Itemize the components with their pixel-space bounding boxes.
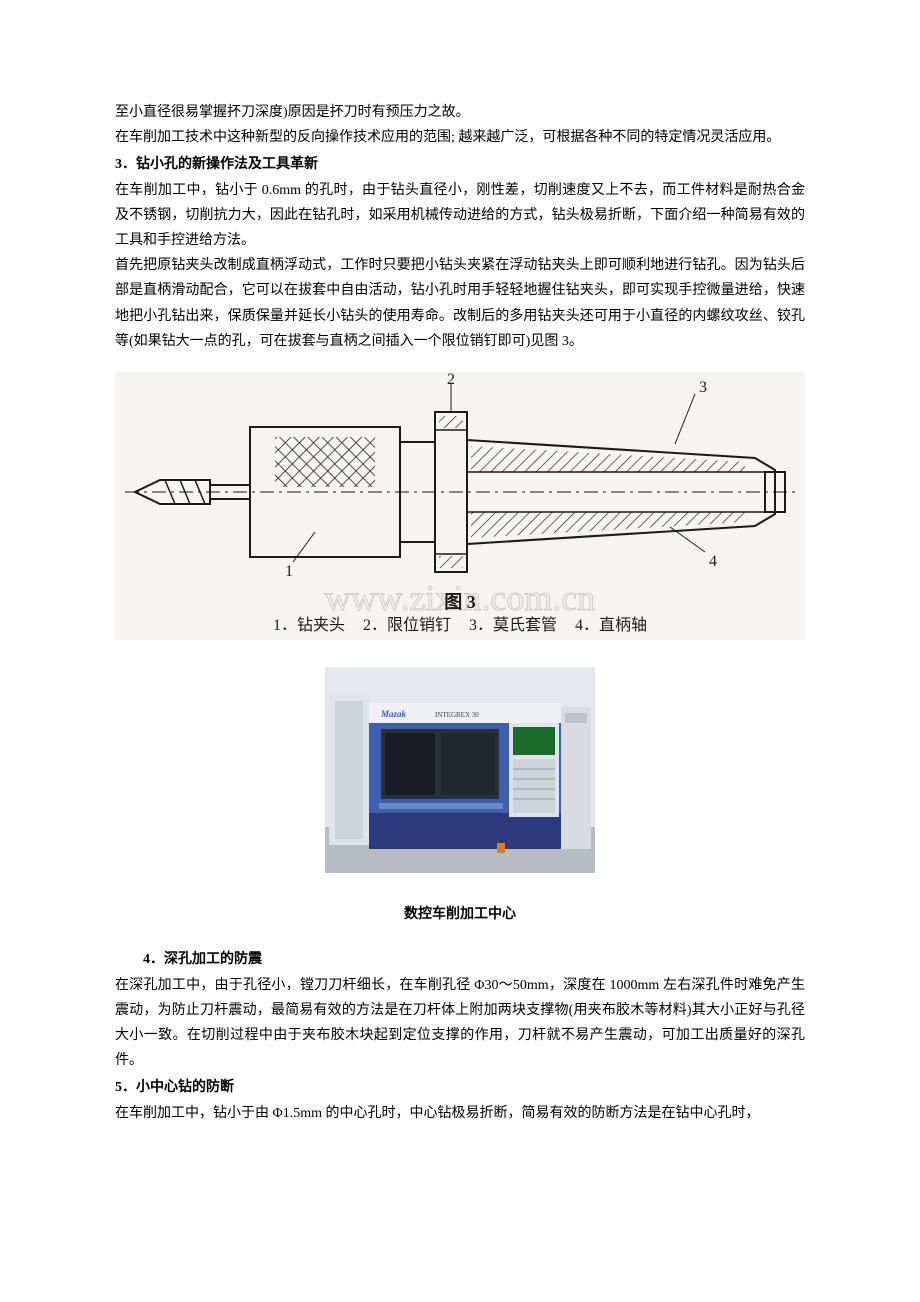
brand-label: Mazak <box>380 709 407 719</box>
paragraph: 在车削加工中，钻小于 0.6mm 的孔时，由于钻头直径小，刚性差，切削速度又上不… <box>115 178 805 254</box>
paragraph: 首先把原钻夹头改制成直柄浮动式，工作时只要把小钻头夹紧在浮动钻夹头上即可顺利地进… <box>115 253 805 354</box>
heading-3: 3．钻小孔的新操作法及工具革新 <box>115 152 805 177</box>
figure-cnc-photo: Mazak INTEGREX 30 <box>115 667 805 882</box>
paragraph: 在车削加工中，钻小于由 Φ1.5mm 的中心孔时，中心钻极易折断，简易有效的防断… <box>115 1101 805 1126</box>
callout-2: 2 <box>447 372 455 388</box>
figure-cnc-caption: 数控车削加工中心 <box>115 902 805 927</box>
paragraph: 在车削加工技术中这种新型的反向操作技术应用的范围; 越来越广泛，可根据各种不同的… <box>115 125 805 150</box>
heading-5: 5．小中心钻的防断 <box>115 1075 805 1100</box>
callout-4: 4 <box>709 553 717 570</box>
fig3-title: 图 3 <box>444 592 476 612</box>
callout-3: 3 <box>699 379 707 396</box>
heading-4: 4．深孔加工的防震 <box>115 947 805 972</box>
figure-3-diagram: 1 2 3 4 www.zixin.com.cn 图 3 1．钻夹头2．限位销钉… <box>115 372 805 649</box>
diagram-svg: 1 2 3 4 www.zixin.com.cn 图 3 1．钻夹头2．限位销钉… <box>115 372 805 640</box>
paragraph-cont: 至小直径很易掌握抔刀深度)原因是抔刀时有预压力之故。 <box>115 100 805 125</box>
model-label: INTEGREX 30 <box>435 711 479 719</box>
cnc-svg: Mazak INTEGREX 30 <box>325 667 595 873</box>
callout-1: 1 <box>285 563 293 580</box>
paragraph: 在深孔加工中，由于孔径小，镗刀刀杆细长，在车削孔径 Φ30～50mm，深度在 1… <box>115 973 805 1074</box>
